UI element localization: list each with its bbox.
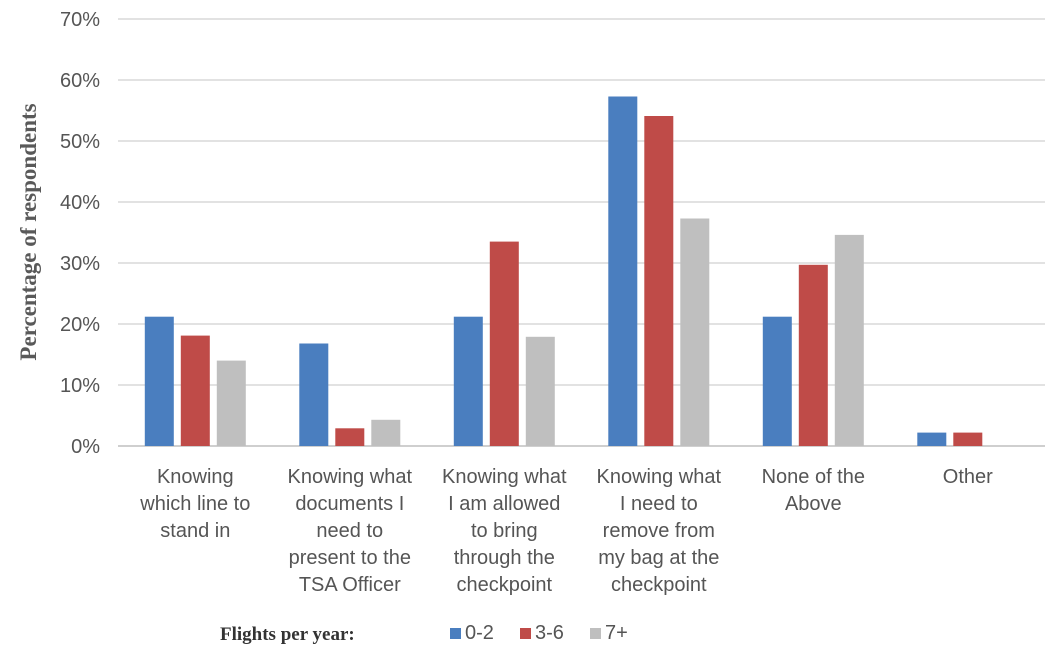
legend-swatch-3-6 (520, 628, 531, 639)
bar-7+-cat-3 (680, 218, 710, 446)
y-tick-label: 60% (60, 70, 100, 92)
bar-7+-cat-2 (525, 336, 555, 446)
x-category-label: None of the Above (762, 466, 865, 515)
legend-swatch-0-2 (450, 628, 461, 639)
x-category-label-line: remove from (603, 520, 715, 542)
x-category-label-line: through the (454, 547, 555, 569)
x-category-label-line: which line to (139, 493, 250, 515)
x-category-label-line: Above (785, 493, 842, 515)
x-category-label-line: TSA Officer (299, 574, 401, 596)
x-category-label-line: I am allowed (448, 493, 560, 515)
bar-7+-cat-0 (216, 360, 246, 446)
y-tick-label: 10% (60, 375, 100, 397)
x-category-label-line: stand in (160, 520, 230, 542)
y-tick-label: 20% (60, 314, 100, 336)
x-category-label-line: I need to (620, 493, 698, 515)
x-category-label-line: documents I (295, 493, 404, 515)
x-category-label-line: checkpoint (456, 574, 552, 596)
y-axis-label: Percentage of respondents (16, 103, 41, 360)
x-category-label-line: Knowing what (288, 466, 413, 488)
x-category-label-line: Knowing what (442, 466, 567, 488)
legend-label-3-6: 3-6 (535, 622, 564, 644)
bar-7+-cat-4 (834, 234, 864, 446)
x-category-label: Knowing which line to stand in (139, 466, 250, 542)
x-category-label: Knowing what documents I need to present to… (288, 466, 413, 596)
legend-swatch-7+ (590, 628, 601, 639)
bar-0-2-cat-1 (299, 343, 329, 446)
x-category-label-line: Other (943, 466, 993, 488)
bar-0-2-cat-2 (453, 316, 483, 446)
x-category-label-line: checkpoint (611, 574, 707, 596)
x-category-label-line: my bag at the (598, 547, 719, 569)
x-axis-categories: Knowing which line to stand in Knowing what… (139, 466, 993, 596)
y-tick-label: 0% (71, 436, 100, 458)
bar-3-6-cat-4 (798, 264, 828, 446)
x-category-label: Other (943, 466, 993, 488)
bar-3-6-cat-3 (644, 116, 674, 446)
y-tick-label: 30% (60, 253, 100, 275)
gridlines (118, 18, 1045, 447)
x-category-label-line: Knowing (157, 466, 234, 488)
x-category-label-line: None of the (762, 466, 865, 488)
x-category-label: Knowing what I am allowed to bring through … (442, 466, 567, 596)
x-category-label-line: Knowing what (597, 466, 722, 488)
bars (144, 96, 983, 446)
legend-label-0-2: 0-2 (465, 622, 494, 644)
bar-3-6-cat-0 (180, 335, 210, 446)
bar-3-6-cat-5 (953, 432, 983, 446)
legend: Flights per year: 0-2 3-6 7+ (220, 622, 628, 645)
x-category-label-line: need to (316, 520, 383, 542)
bar-3-6-cat-2 (489, 241, 519, 446)
x-category-label-line: to bring (471, 520, 538, 542)
bar-0-2-cat-5 (917, 432, 947, 446)
x-category-label-line: present to the (289, 547, 411, 569)
y-tick-label: 40% (60, 192, 100, 214)
legend-title: Flights per year: (220, 624, 355, 645)
bar-3-6-cat-1 (335, 428, 365, 446)
bar-0-2-cat-0 (144, 316, 174, 446)
legend-label-7+: 7+ (605, 622, 628, 644)
y-tick-label: 50% (60, 131, 100, 153)
y-axis-ticks: 0% 10% 20% 30% 40% 50% 60% 70% (60, 9, 100, 458)
bar-0-2-cat-4 (762, 316, 792, 446)
bar-0-2-cat-3 (608, 96, 638, 446)
y-tick-label: 70% (60, 9, 100, 31)
x-category-label: Knowing what I need to remove from my bag a… (597, 466, 722, 596)
bar-7+-cat-1 (371, 419, 401, 446)
